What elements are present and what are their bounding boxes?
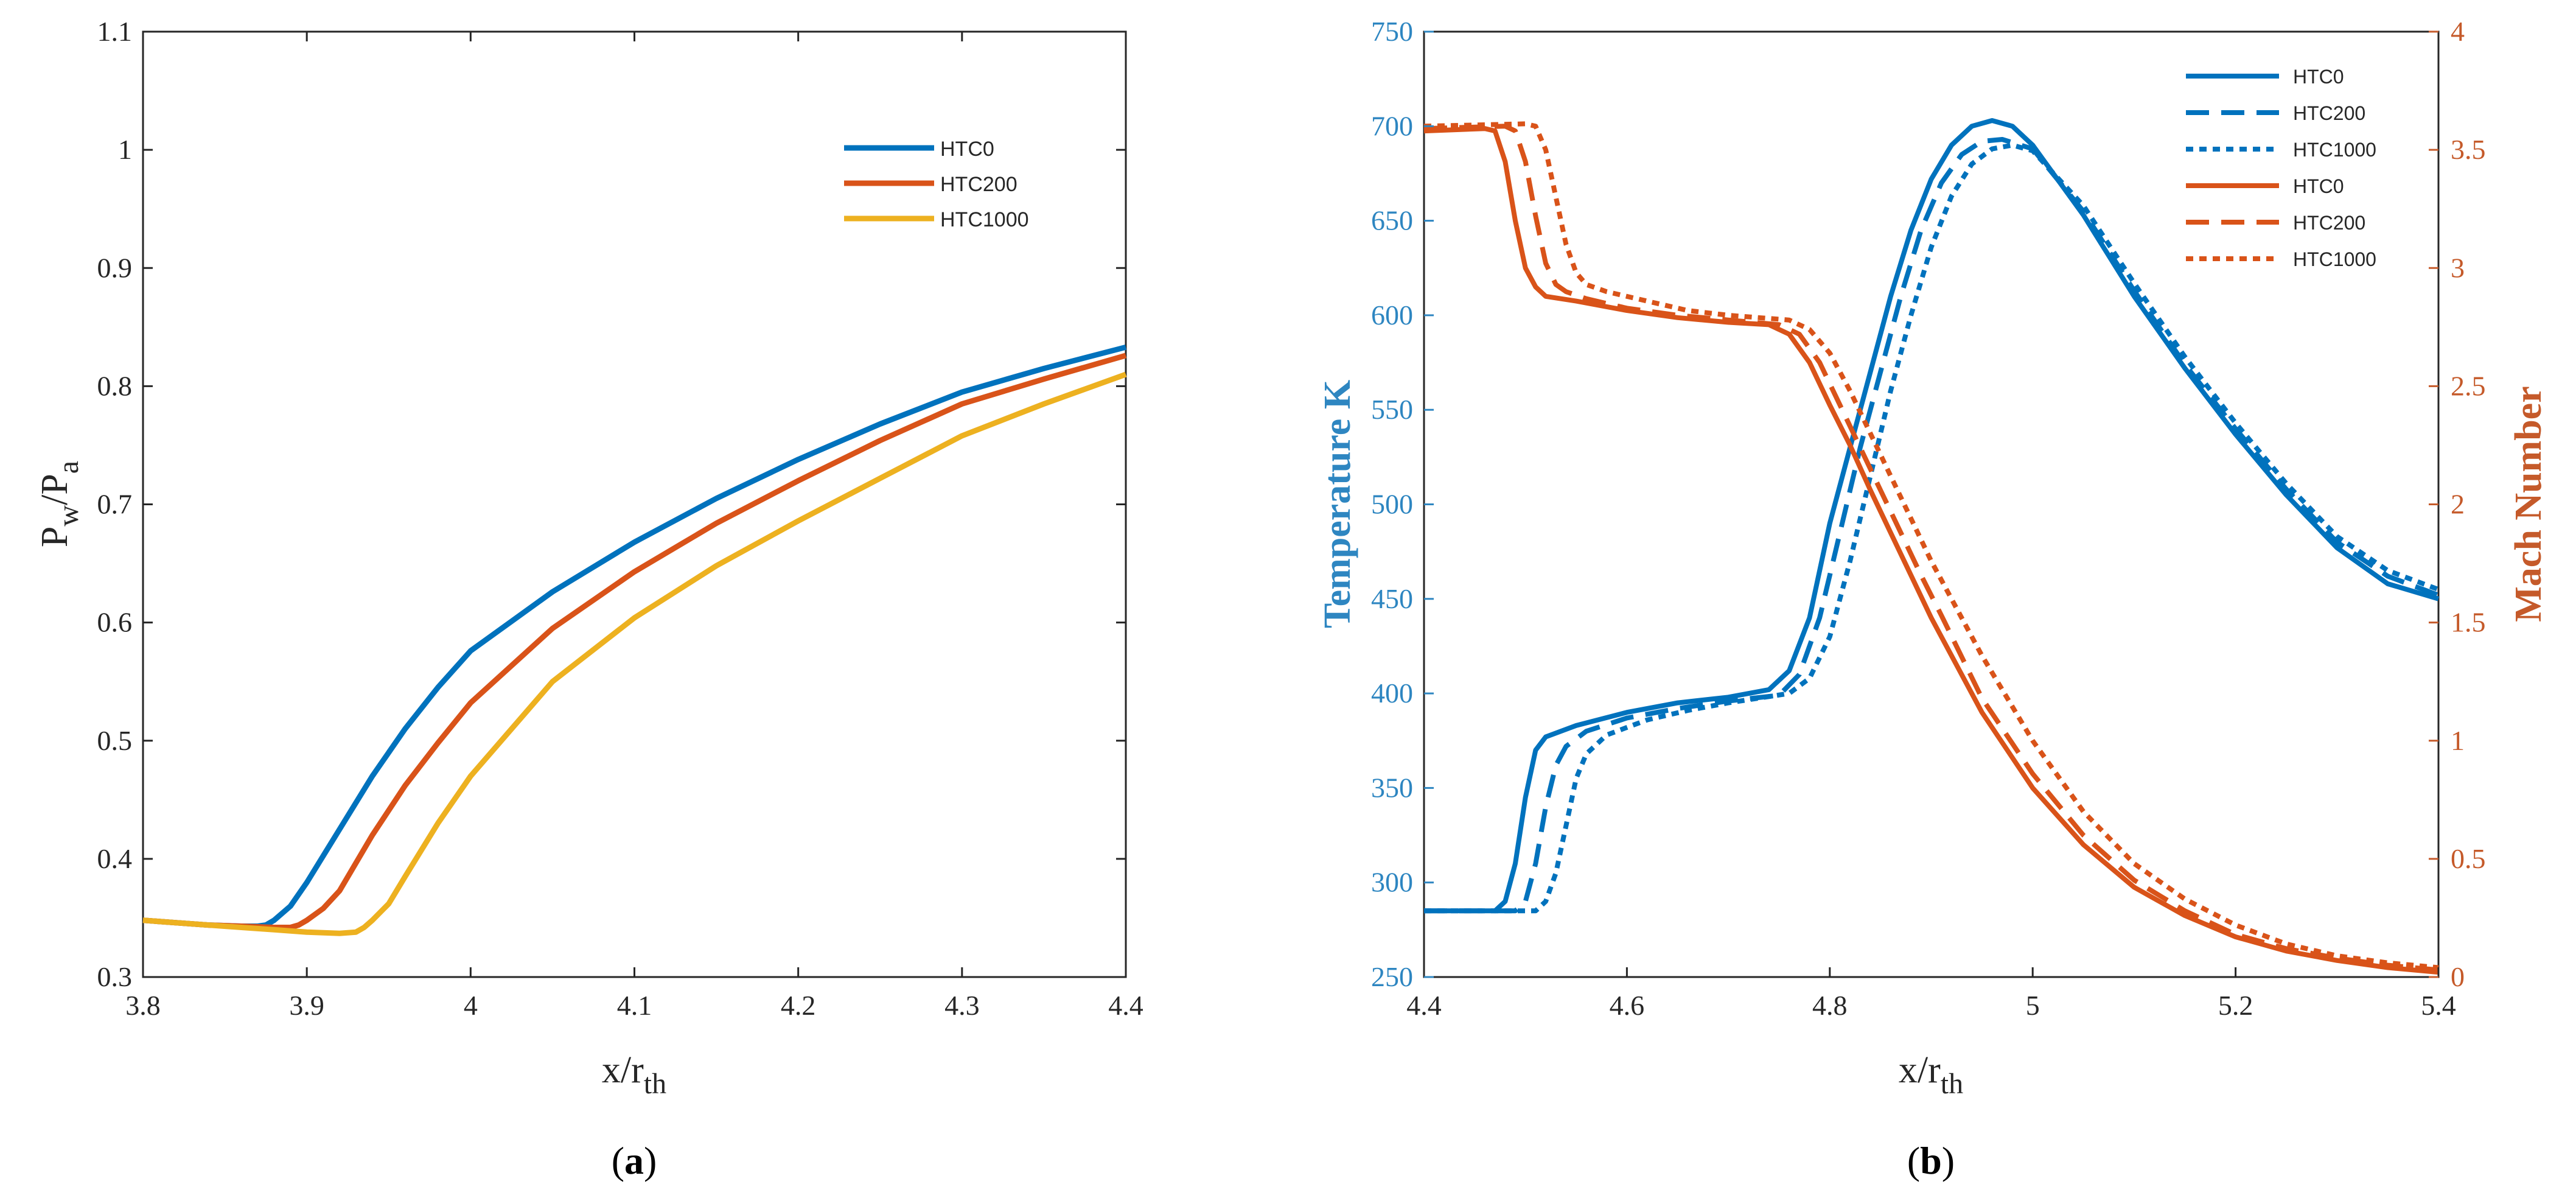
chart-b-xtick-label: 4.6 (1610, 990, 1645, 1021)
chart-b-legend-label: HTC200 (2293, 102, 2365, 124)
chart-b-xtick-label: 5 (2026, 990, 2040, 1021)
chart-b-ytick-left-label: 700 (1371, 110, 1413, 141)
chart-b-xlabel-sub: th (1941, 1068, 1963, 1100)
chart-b-series-line-right-htc0 (1423, 126, 2439, 975)
chart-b-legend: HTC0 HTC200 HTC1000 HTC0 HTC200 HTC1000 (2186, 66, 2376, 270)
chart-a-ylabel-s1: w (52, 505, 85, 527)
chart-b-series-line-left-htc200 (1424, 137, 2440, 914)
chart-a-legend-label: HTC0 (940, 138, 994, 161)
chart-b-ylabel-right: Mach Number (2508, 386, 2549, 622)
chart-b-ytick-right-label: 1.5 (2451, 607, 2486, 638)
chart-a-ytick-label: 0.4 (97, 843, 133, 874)
chart-b-xtick-label: 5.2 (2218, 990, 2253, 1021)
chart-a-ytick-label: 0.8 (97, 370, 133, 401)
chart-a-xtick-label: 4.2 (781, 990, 816, 1021)
chart-a-xtick-label: 4 (464, 990, 478, 1021)
chart-a-ytick-label: 0.3 (97, 961, 133, 992)
chart-a-xlabel-sub: th (644, 1068, 666, 1100)
chart-b-caption: (b) (1907, 1139, 1955, 1182)
chart-b-xtick-label: 4.4 (1406, 990, 1442, 1021)
chart-b-ytick-left-label: 450 (1371, 583, 1413, 614)
chart-a-xtick-label: 3.9 (289, 990, 324, 1021)
chart-a-series-line-htc1000 (142, 371, 1127, 936)
chart-b-ytick-left-label: 300 (1371, 867, 1413, 898)
chart-b-series-line-right-htc200 (1423, 124, 2439, 973)
chart-a-legend-label: HTC1000 (940, 208, 1029, 231)
chart-a-ylabel: Pw/Pa (34, 461, 85, 547)
chart-a-ylabel-p2: /P (34, 474, 75, 505)
chart-b-xtick-label: 5.4 (2421, 990, 2456, 1021)
chart-b-series (1423, 118, 2440, 975)
chart-b-legend-label: HTC0 (2293, 66, 2344, 88)
chart-a-ytick-label: 0.6 (97, 607, 133, 638)
chart-b-series-line-left-htc1000 (1424, 142, 2440, 914)
chart-b-ytick-left-label: 250 (1371, 961, 1413, 992)
chart-b-ytick-left-label: 550 (1371, 394, 1413, 425)
chart-a-ytick-label: 0.5 (97, 725, 133, 756)
chart-b-legend-label: HTC1000 (2293, 248, 2376, 270)
chart-b-ytick-right-label: 2.5 (2451, 370, 2486, 401)
chart-panel-b: 4.4 4.6 4.8 5 5.2 5.4 250 300 350 400 450 500 550 600… (1317, 16, 2549, 1182)
chart-a-ytick-label: 0.9 (97, 252, 133, 283)
chart-b-ytick-right-label: 0.5 (2451, 843, 2486, 874)
chart-b-legend-label: HTC200 (2293, 212, 2365, 234)
chart-a-caption: (a) (612, 1139, 657, 1182)
chart-b-series-line-left-htc0 (1424, 118, 2440, 914)
chart-a-ylabel-p1: P (34, 527, 75, 547)
chart-b-series-line-right-htc1000 (1423, 121, 2439, 970)
chart-b-xlabel: x/rth (1899, 1049, 1963, 1100)
chart-a-series (142, 344, 1127, 936)
chart-b-ytick-right-label: 4 (2451, 16, 2465, 47)
chart-panel-a: 3.8 3.9 4 4.1 4.2 4.3 4.4 0.3 0.4 0.5 0.6 0.7 0.8 0.9… (34, 16, 1143, 1182)
chart-a-ylabel-s2: a (52, 461, 85, 474)
chart-b-ytick-left-label: 750 (1371, 16, 1413, 47)
chart-b-ytick-left-label: 600 (1371, 300, 1413, 331)
chart-b-ytick-left-label: 650 (1371, 205, 1413, 236)
chart-a-legend-label: HTC200 (940, 173, 1017, 196)
chart-a-ytick-label: 0.7 (97, 489, 133, 520)
chart-b-legend-label: HTC1000 (2293, 139, 2376, 161)
chart-b-legend-label: HTC0 (2293, 175, 2344, 197)
chart-b-ytick-left-label: 350 (1371, 772, 1413, 803)
chart-b-ytick-right-label: 1 (2451, 725, 2465, 756)
chart-b-ytick-left-label: 400 (1371, 678, 1413, 709)
chart-a-xlabel: x/rth (602, 1049, 666, 1100)
chart-b-ytick-right-label: 2 (2451, 489, 2465, 520)
chart-b-ytick-right-label: 0 (2451, 961, 2465, 992)
chart-a-xtick-label: 4.4 (1108, 990, 1143, 1021)
chart-a-xlabel-main: x/r (602, 1049, 644, 1091)
chart-a-xtick-label: 3.8 (125, 990, 161, 1021)
chart-a-caption-letter: a (624, 1139, 644, 1182)
chart-b-ylabel-left: Temperature K (1317, 380, 1358, 628)
chart-b-caption-letter: b (1920, 1139, 1942, 1182)
chart-a-xtick-label: 4.3 (944, 990, 980, 1021)
chart-b-ytick-right-label: 3.5 (2451, 134, 2486, 165)
chart-b-xlabel-main: x/r (1899, 1049, 1941, 1091)
chart-a-ytick-label: 1 (118, 134, 132, 165)
chart-b-ytick-right-label: 3 (2451, 252, 2465, 283)
chart-a-ytick-label: 1.1 (97, 16, 133, 47)
chart-b-xtick-label: 4.8 (1812, 990, 1848, 1021)
chart-b-ytick-left-label: 500 (1371, 489, 1413, 520)
chart-a-legend: HTC0 HTC200 HTC1000 (844, 138, 1029, 231)
chart-a-xtick-label: 4.1 (617, 990, 652, 1021)
